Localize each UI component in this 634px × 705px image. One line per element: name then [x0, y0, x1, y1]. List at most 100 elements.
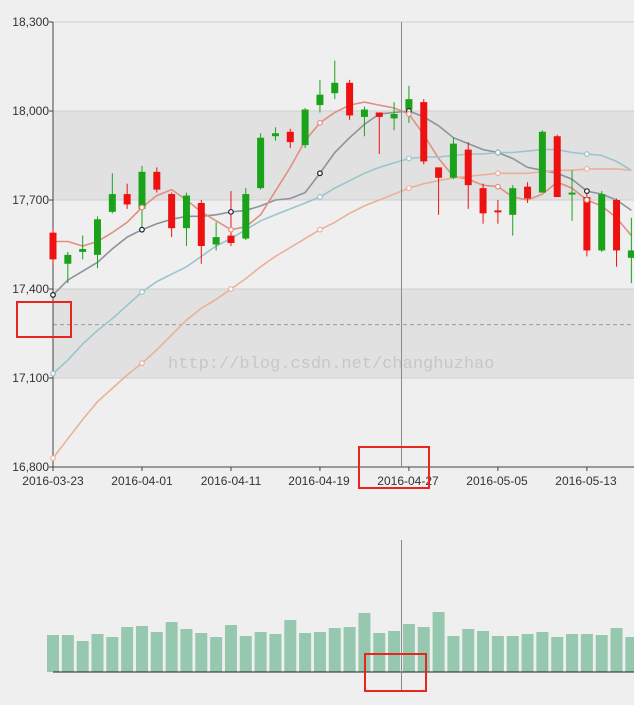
- volume-bar: [254, 632, 267, 672]
- candle: [509, 185, 517, 236]
- candle: [286, 128, 294, 149]
- ma-marker: [317, 119, 323, 126]
- volume-bar: [580, 634, 593, 672]
- candle: [301, 108, 309, 149]
- ma-marker: [228, 286, 234, 292]
- volume-bar: [106, 637, 119, 672]
- candle: [138, 165, 146, 233]
- candle: [524, 182, 532, 203]
- candle: [108, 173, 116, 214]
- volume-bar: [328, 628, 341, 672]
- ma-marker: [228, 226, 234, 233]
- candle-body: [464, 149, 472, 186]
- candle: [360, 106, 368, 137]
- candle: [182, 192, 190, 246]
- volume-bar: [625, 637, 634, 672]
- ma-marker: [317, 170, 323, 177]
- volume-bar: [299, 633, 312, 672]
- volume-bar: [150, 632, 163, 672]
- candle: [64, 251, 72, 284]
- ma-line-ma_dark: [52, 110, 632, 296]
- ma-marker: [495, 149, 501, 156]
- volume-bar: [536, 632, 549, 672]
- volume-bar: [551, 637, 564, 672]
- volume-bar: [521, 634, 534, 672]
- candle: [613, 198, 621, 267]
- volume-bar: [402, 624, 415, 672]
- x-tick-label: 2016-04-01: [111, 474, 173, 488]
- candle: [331, 60, 339, 100]
- volume-bar: [313, 632, 326, 672]
- volume-bar: [595, 635, 608, 672]
- candle: [583, 194, 591, 257]
- volume-bar: [358, 613, 371, 672]
- candle: [375, 112, 383, 155]
- volume-bar: [388, 631, 401, 672]
- candle: [568, 170, 576, 221]
- volume-bar: [506, 636, 519, 672]
- ma-marker: [406, 155, 412, 162]
- volume-bar: [224, 625, 237, 672]
- candle-body: [494, 210, 502, 213]
- candle-body: [301, 109, 309, 146]
- candle-body: [479, 188, 487, 214]
- candle: [449, 137, 457, 180]
- ma-line-ma_teal: [52, 148, 632, 375]
- candle: [123, 183, 131, 209]
- candle-body: [568, 192, 576, 195]
- candle-body: [49, 232, 57, 260]
- candle: [316, 79, 324, 113]
- candle-body: [449, 143, 457, 178]
- volume-bar: [195, 633, 208, 672]
- candle-body: [435, 167, 443, 178]
- candle-body: [108, 194, 116, 212]
- candle-body: [212, 237, 220, 245]
- candle-body: [627, 250, 634, 258]
- volume-bar: [121, 627, 134, 672]
- y-tick-label: 17,400: [12, 282, 49, 296]
- candle: [93, 216, 101, 269]
- candle-body: [583, 197, 591, 251]
- y-tick-label: 18,000: [12, 104, 49, 118]
- ma-marker: [139, 204, 145, 211]
- ma-marker: [228, 208, 234, 215]
- volume-bar: [165, 622, 178, 672]
- candle: [420, 99, 428, 165]
- volume-bar: [477, 631, 490, 672]
- candle: [553, 134, 561, 198]
- candle: [346, 79, 354, 120]
- ma-line-ma_red: [53, 101, 633, 247]
- ma-marker: [317, 194, 323, 200]
- candle: [49, 228, 57, 266]
- x-tick-label: 2016-04-27: [377, 474, 439, 488]
- ma-marker: [495, 183, 501, 190]
- volume-bar: [180, 629, 193, 672]
- candle-body: [138, 171, 146, 209]
- candle-body: [79, 248, 87, 252]
- candle: [153, 167, 161, 193]
- candle: [435, 167, 443, 215]
- volume-bar: [269, 634, 282, 672]
- volume-bar: [432, 612, 445, 672]
- highlight-box-x-axis: [358, 446, 430, 489]
- volume-bar: [373, 633, 386, 672]
- candle: [257, 133, 265, 190]
- y-tick-label: 16,800: [12, 460, 49, 474]
- y-tick-label: 17,700: [12, 193, 49, 207]
- volume-bar: [239, 636, 252, 672]
- ma-marker: [139, 226, 145, 233]
- candle-body: [346, 82, 354, 116]
- x-tick-label: 2016-05-05: [466, 474, 528, 488]
- ma-marker: [317, 226, 323, 233]
- highlight-box-volume: [364, 653, 427, 692]
- volume-bar: [566, 634, 579, 672]
- candle-body: [197, 202, 205, 246]
- ma-marker: [139, 360, 145, 367]
- highlight-box-y-axis: [16, 301, 72, 338]
- x-tick-label: 2016-03-23: [22, 474, 84, 488]
- candle-body: [64, 254, 72, 264]
- price-band: [53, 111, 634, 200]
- ma-marker: [583, 188, 590, 195]
- y-tick-label: 18,300: [12, 15, 49, 29]
